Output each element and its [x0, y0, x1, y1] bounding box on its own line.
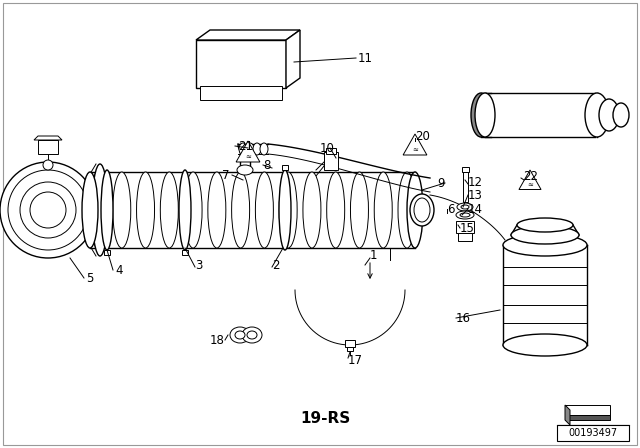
Text: 19-RS: 19-RS	[300, 410, 350, 426]
Bar	[200, 86, 282, 100]
Ellipse shape	[235, 331, 245, 339]
Ellipse shape	[326, 172, 345, 248]
Text: 4: 4	[115, 263, 122, 276]
Ellipse shape	[230, 327, 250, 343]
Ellipse shape	[43, 160, 53, 170]
Ellipse shape	[471, 93, 491, 137]
Polygon shape	[565, 405, 610, 415]
Ellipse shape	[475, 93, 495, 137]
Bar	[38, 140, 58, 154]
Ellipse shape	[20, 182, 76, 238]
Polygon shape	[196, 30, 300, 40]
Polygon shape	[403, 134, 427, 155]
Ellipse shape	[179, 170, 191, 250]
Text: 12: 12	[468, 176, 483, 189]
Ellipse shape	[456, 211, 474, 219]
Ellipse shape	[92, 164, 108, 256]
Text: 18: 18	[210, 333, 225, 346]
Ellipse shape	[398, 172, 416, 248]
Ellipse shape	[260, 143, 268, 155]
Polygon shape	[565, 415, 610, 420]
Ellipse shape	[30, 192, 66, 228]
Polygon shape	[286, 30, 300, 88]
Text: ≈: ≈	[412, 147, 418, 153]
Text: ≈: ≈	[245, 154, 251, 160]
Ellipse shape	[0, 162, 96, 258]
Ellipse shape	[101, 170, 113, 250]
Ellipse shape	[232, 172, 250, 248]
Ellipse shape	[247, 331, 257, 339]
Ellipse shape	[613, 103, 629, 127]
Polygon shape	[236, 141, 260, 162]
Ellipse shape	[136, 172, 154, 248]
Ellipse shape	[503, 334, 587, 356]
Ellipse shape	[410, 194, 434, 226]
Bar	[282, 165, 288, 170]
Ellipse shape	[239, 143, 247, 155]
Text: 6: 6	[447, 202, 454, 215]
Text: 11: 11	[358, 52, 373, 65]
Ellipse shape	[511, 226, 579, 244]
Text: 13: 13	[468, 189, 483, 202]
Ellipse shape	[184, 172, 202, 248]
Ellipse shape	[89, 172, 107, 248]
Ellipse shape	[303, 172, 321, 248]
Polygon shape	[519, 170, 541, 190]
Bar	[182, 250, 188, 255]
Bar	[196, 40, 286, 88]
Text: 14: 14	[468, 202, 483, 215]
Text: 8: 8	[263, 159, 270, 172]
Bar	[458, 233, 472, 241]
Text: 15: 15	[460, 221, 475, 234]
Ellipse shape	[255, 172, 273, 248]
Text: ≈: ≈	[527, 182, 533, 188]
Bar	[326, 148, 336, 154]
Ellipse shape	[242, 327, 262, 343]
Ellipse shape	[113, 172, 131, 248]
Polygon shape	[565, 405, 570, 425]
Ellipse shape	[414, 198, 430, 222]
Text: 22: 22	[523, 169, 538, 182]
Ellipse shape	[461, 205, 469, 209]
Ellipse shape	[160, 172, 179, 248]
Ellipse shape	[407, 172, 423, 248]
Text: 2: 2	[272, 258, 280, 271]
Text: 10: 10	[320, 142, 335, 155]
Text: 20: 20	[415, 129, 430, 142]
Ellipse shape	[517, 218, 573, 232]
Ellipse shape	[374, 172, 392, 248]
Bar	[456, 221, 474, 233]
Ellipse shape	[8, 170, 88, 250]
Ellipse shape	[503, 234, 587, 256]
Bar	[557, 425, 629, 441]
Polygon shape	[34, 136, 62, 140]
Ellipse shape	[82, 172, 98, 248]
Text: 21: 21	[238, 139, 253, 152]
Ellipse shape	[585, 93, 609, 137]
Ellipse shape	[253, 143, 261, 155]
Text: 9: 9	[437, 177, 445, 190]
Text: 16: 16	[456, 311, 471, 324]
Ellipse shape	[208, 172, 226, 248]
Text: 1: 1	[370, 249, 378, 262]
Ellipse shape	[460, 213, 470, 217]
Bar	[462, 167, 469, 172]
Text: 3: 3	[195, 258, 202, 271]
Bar	[347, 347, 353, 351]
Ellipse shape	[279, 170, 291, 250]
Ellipse shape	[246, 143, 254, 155]
Text: 00193497: 00193497	[568, 428, 618, 438]
Text: 5: 5	[86, 271, 93, 284]
Ellipse shape	[237, 165, 253, 175]
Bar	[463, 170, 468, 202]
Ellipse shape	[599, 99, 619, 131]
Text: 7: 7	[222, 168, 230, 181]
Bar	[345, 340, 355, 347]
Text: 17: 17	[348, 353, 363, 366]
Ellipse shape	[457, 203, 473, 211]
Bar	[324, 152, 338, 170]
Ellipse shape	[279, 172, 297, 248]
Bar	[104, 250, 110, 255]
Ellipse shape	[351, 172, 369, 248]
